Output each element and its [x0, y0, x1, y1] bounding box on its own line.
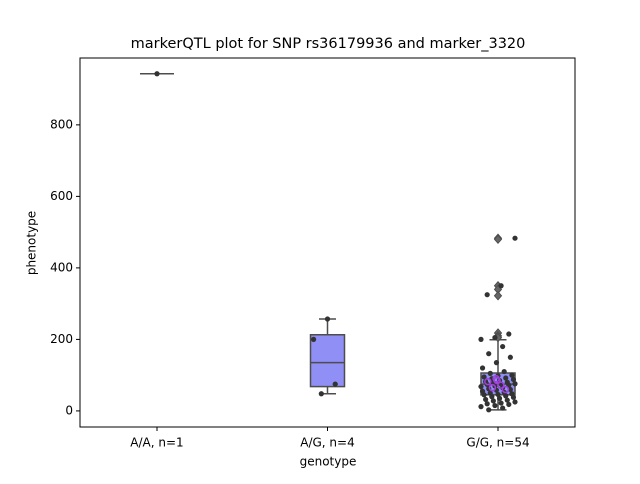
point — [507, 354, 513, 360]
point — [486, 351, 492, 357]
point — [504, 397, 510, 403]
point — [492, 402, 498, 409]
point — [332, 381, 338, 387]
y-tick-label: 800 — [50, 117, 73, 131]
y-tick-label: 0 — [65, 403, 73, 417]
point — [495, 391, 501, 398]
point — [512, 381, 518, 387]
highlight-point — [493, 376, 501, 385]
point — [498, 283, 504, 289]
point — [154, 71, 160, 77]
point — [484, 401, 490, 407]
point — [492, 335, 498, 341]
highlight-point — [497, 381, 505, 389]
point — [324, 316, 331, 322]
y-tick-label: 600 — [50, 189, 73, 203]
box — [309, 334, 346, 388]
y-tick-label: 400 — [50, 260, 73, 274]
point — [510, 394, 517, 400]
point — [478, 404, 484, 410]
point — [500, 343, 506, 350]
plot-frame — [79, 57, 576, 428]
point — [509, 372, 515, 378]
flier — [493, 291, 503, 301]
point — [501, 368, 507, 375]
point — [479, 365, 486, 371]
x-axis-label: genotype — [300, 455, 357, 469]
point — [481, 392, 487, 398]
point — [478, 336, 484, 342]
point — [512, 235, 518, 241]
y-tick-label: 200 — [50, 332, 73, 346]
point — [487, 370, 493, 376]
flier — [493, 234, 503, 245]
point — [486, 407, 492, 413]
point — [493, 360, 500, 366]
point — [481, 374, 487, 380]
point — [478, 383, 484, 390]
point — [484, 292, 490, 298]
point — [500, 405, 506, 411]
highlight-point — [501, 385, 510, 394]
highlight-point — [488, 383, 497, 392]
point — [318, 391, 324, 397]
point — [498, 400, 504, 406]
x-tick-label: G/G, n=54 — [466, 436, 529, 450]
point — [483, 396, 489, 403]
point — [310, 336, 317, 342]
chart-title: markerQTL plot for SNP rs36179936 and ma… — [131, 36, 526, 52]
point — [507, 386, 513, 393]
point — [510, 376, 517, 383]
point — [490, 398, 496, 404]
point — [503, 375, 509, 381]
y-axis-label: phenotype — [25, 211, 39, 275]
point — [496, 395, 503, 401]
point — [506, 331, 512, 337]
highlight-point — [484, 377, 492, 386]
x-tick-label: A/A, n=1 — [130, 436, 183, 450]
x-tick-label: A/G, n=4 — [300, 436, 354, 450]
point — [503, 393, 509, 399]
point — [506, 401, 512, 408]
point — [489, 394, 495, 400]
point — [512, 399, 518, 405]
